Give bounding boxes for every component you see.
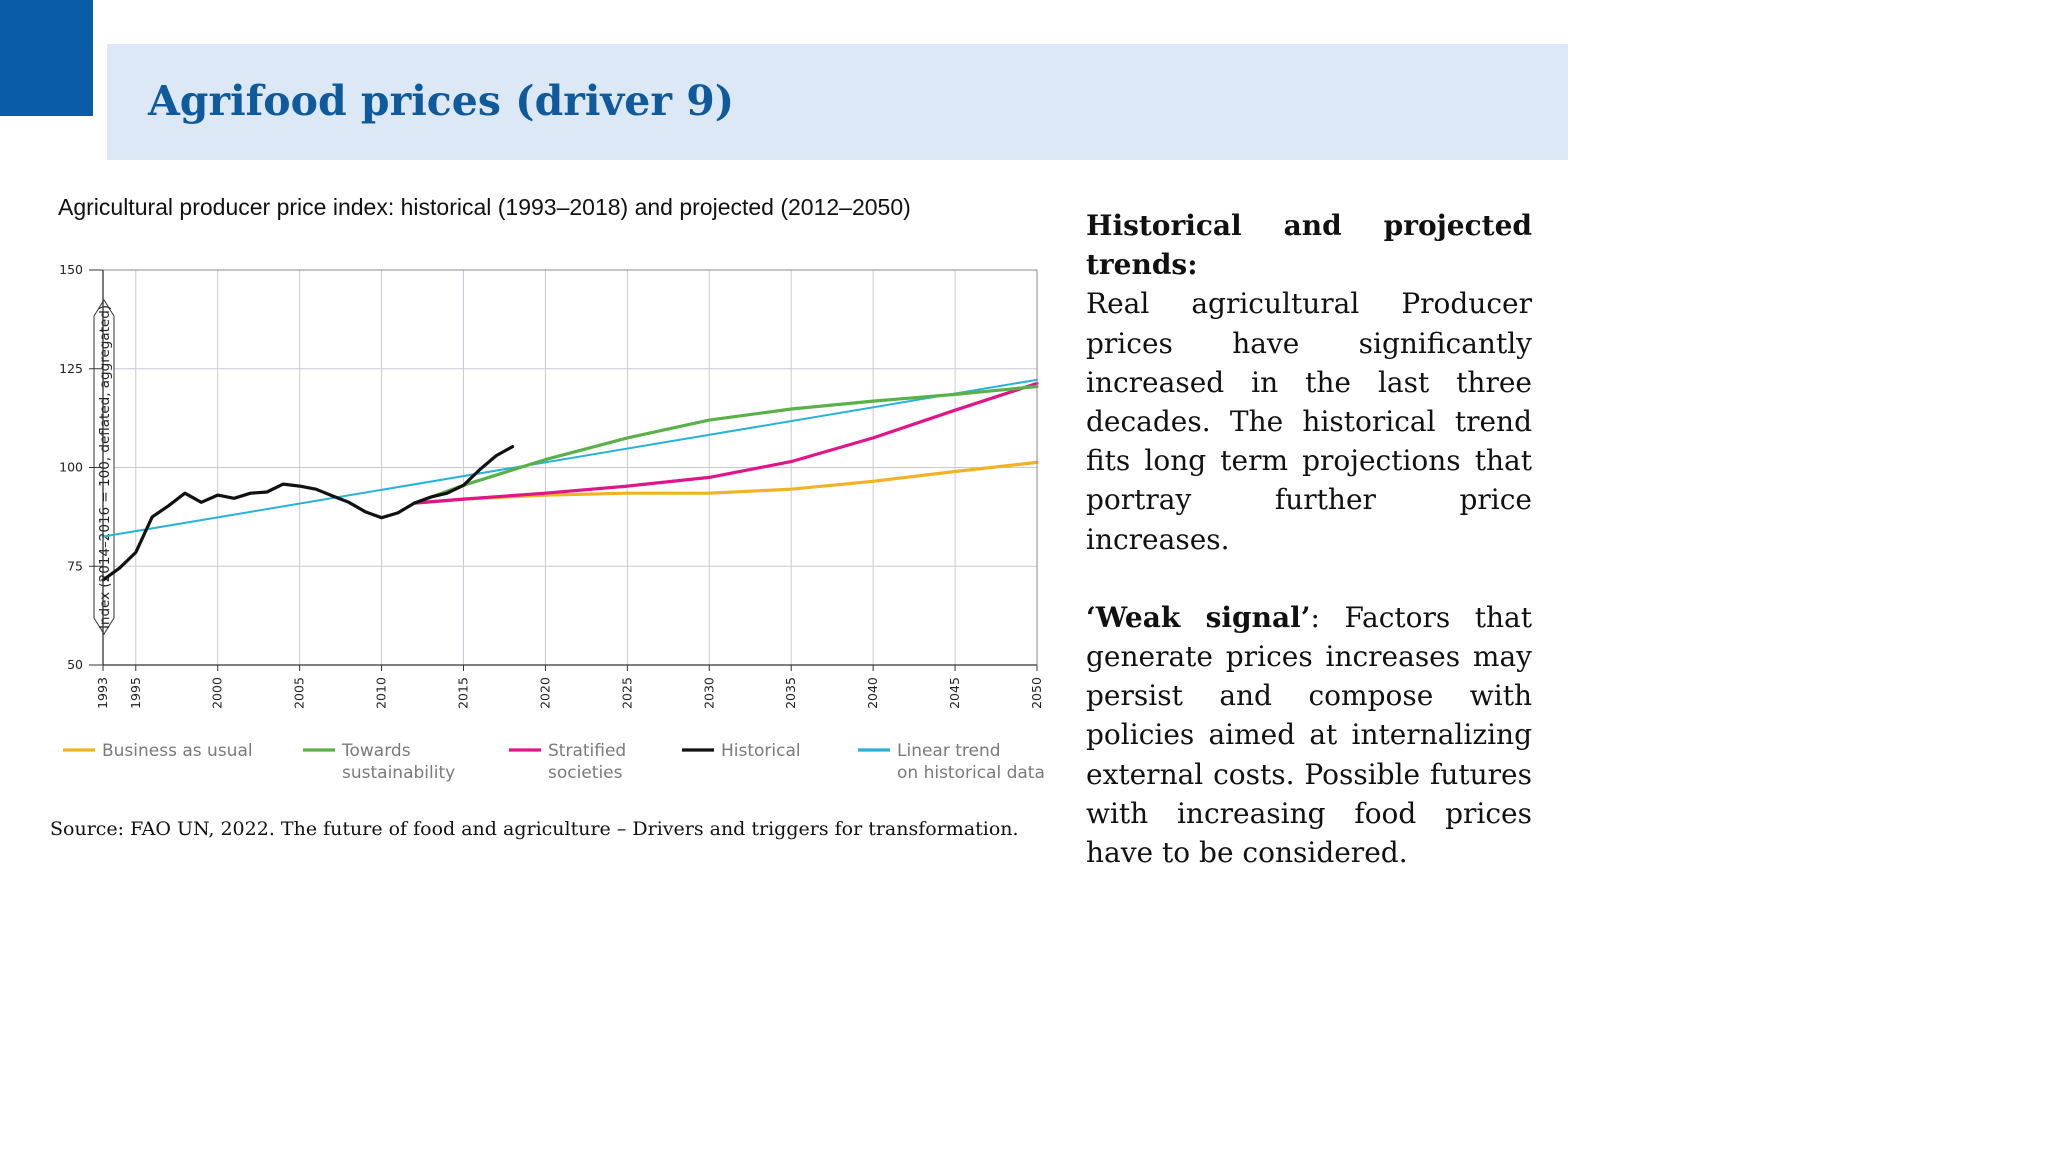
x-tick-label: 2010 xyxy=(374,677,389,709)
x-tick-label: 2005 xyxy=(292,677,307,709)
y-tick-label: 150 xyxy=(59,262,83,277)
x-tick-label: 1995 xyxy=(128,677,143,709)
source-citation: Source: FAO UN, 2022. The future of food… xyxy=(50,818,1019,840)
y-axis-label-text: Index (2014–2016 = 100, deflated, aggreg… xyxy=(97,305,113,629)
price-index-chart: Index (2014–2016 = 100, deflated, aggreg… xyxy=(59,262,1045,783)
corner-accent-block xyxy=(0,0,93,116)
y-tick-label: 75 xyxy=(67,558,83,573)
legend-label: sustainability xyxy=(342,763,455,783)
series-line-stratified-societies xyxy=(412,381,1039,505)
chart-series xyxy=(101,378,1039,582)
legend-label: Stratified xyxy=(548,741,626,761)
x-tick-label: 2020 xyxy=(537,677,552,709)
title-band xyxy=(107,44,1568,160)
side-heading: Historical and projected trends: xyxy=(1086,209,1532,282)
legend-label: Linear trend xyxy=(897,741,1001,761)
x-tick-label: 2035 xyxy=(783,677,798,709)
legend-label: Historical xyxy=(721,741,801,761)
x-tick-label: 2015 xyxy=(455,677,470,709)
x-tick-label: 2050 xyxy=(1029,677,1044,709)
side-paragraph-1: Real agricultural Producer prices have s… xyxy=(1086,287,1532,556)
series-line-linear-trend-on-historical-data xyxy=(102,378,1038,538)
slide-title: Agrifood prices (driver 9) xyxy=(148,77,735,125)
legend-label: Business as usual xyxy=(102,741,253,761)
weak-signal-label: ‘Weak signal’ xyxy=(1086,600,1311,634)
chart-axes: 1993 1995 2000 2005 2010 2015 2020 2025 2030 2035… xyxy=(59,262,1044,709)
side-text-panel: Historical and projected trends: Real ag… xyxy=(1086,206,1532,872)
legend-label: societies xyxy=(548,763,623,783)
series-line-towards-sustainability xyxy=(412,384,1039,505)
y-axis-label: Index (2014–2016 = 100, deflated, aggreg… xyxy=(93,299,115,635)
x-tick-label: 2045 xyxy=(947,677,962,709)
x-tick-label: 2025 xyxy=(619,677,634,709)
chart-grid xyxy=(102,269,1038,666)
x-tick-label: 2040 xyxy=(865,677,880,709)
y-tick-label: 125 xyxy=(59,361,83,376)
x-tick-label: 2000 xyxy=(210,677,225,709)
series-line-historical xyxy=(101,445,515,582)
side-paragraph-2: ‘Weak signal’: Factors that generate pri… xyxy=(1086,600,1532,870)
legend-label: Towards xyxy=(341,741,411,761)
x-tick-label: 2030 xyxy=(701,677,716,709)
x-tick-label: 1993 xyxy=(95,677,110,709)
legend-label: on historical data xyxy=(897,763,1045,783)
chart-title: Agricultural producer price index: histo… xyxy=(58,194,911,220)
y-axis-label-bracket xyxy=(93,299,115,635)
y-tick-label: 100 xyxy=(59,460,83,475)
y-tick-label: 50 xyxy=(67,657,83,672)
